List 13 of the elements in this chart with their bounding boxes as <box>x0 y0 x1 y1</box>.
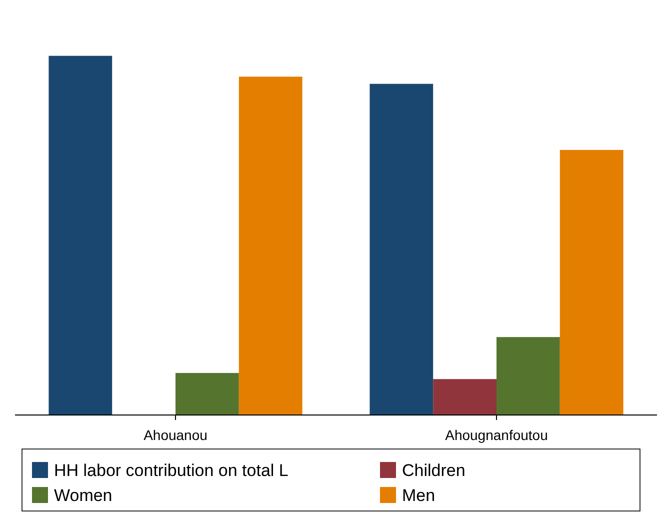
bar <box>238 76 302 415</box>
bar <box>560 150 624 415</box>
bar <box>370 84 434 415</box>
bar <box>176 372 239 415</box>
bar <box>48 56 112 415</box>
legend-label: Women <box>54 486 112 505</box>
legend-label: Men <box>402 486 436 505</box>
legend-label: HH labor contribution on total L <box>54 461 288 480</box>
x-tick-label: Ahougnanfoutou <box>445 427 548 443</box>
legend-label: Children <box>402 461 466 480</box>
bar <box>496 337 560 415</box>
bar <box>433 379 496 415</box>
x-tick-label: Ahouanou <box>144 427 208 443</box>
